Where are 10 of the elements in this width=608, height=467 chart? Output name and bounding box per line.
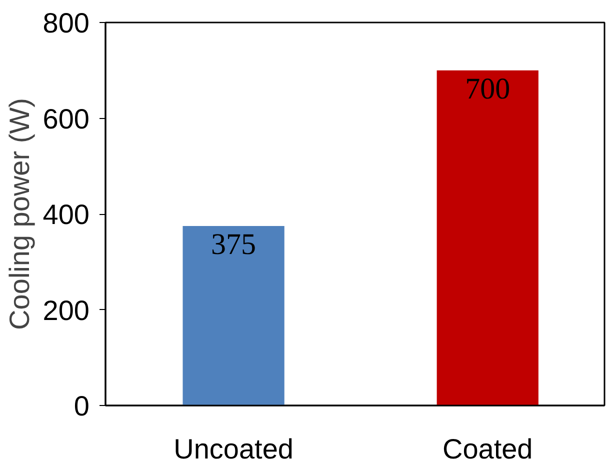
y-axis-title: Cooling power (W) bbox=[4, 98, 35, 330]
x-tick-label: Uncoated bbox=[174, 434, 294, 464]
y-tick-label: 0 bbox=[74, 390, 90, 422]
y-tick-label: 400 bbox=[42, 199, 90, 230]
data-label: 375 bbox=[211, 228, 256, 261]
y-tick-label: 800 bbox=[42, 8, 90, 38]
x-tick-label: Coated bbox=[442, 434, 533, 464]
y-tick-label: 600 bbox=[42, 103, 90, 134]
y-tick-label: 200 bbox=[42, 294, 90, 326]
data-label: 700 bbox=[465, 72, 510, 106]
